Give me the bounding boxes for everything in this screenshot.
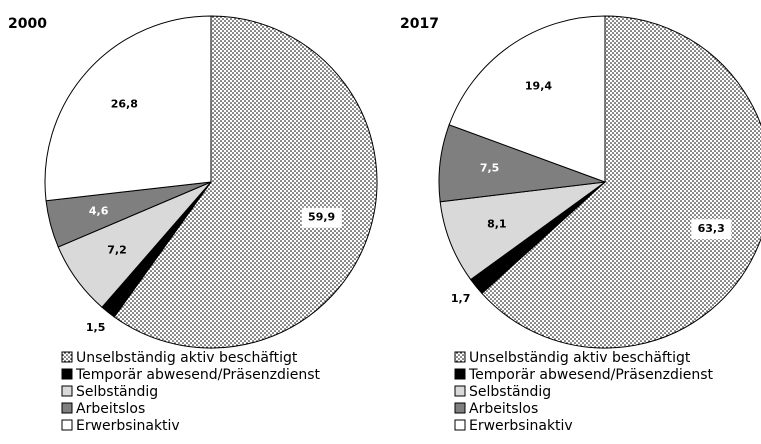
legend-swatch	[454, 419, 466, 431]
data-label: 59,9	[308, 211, 335, 224]
legend-swatch	[454, 385, 466, 397]
data-label: 1,5	[86, 321, 106, 334]
legend-swatch	[61, 419, 73, 431]
chart-title: 2017	[400, 16, 439, 32]
chart-title: 2000	[8, 16, 47, 32]
legend-label: Erwerbsinaktiv	[76, 418, 180, 434]
legend-label: Arbeitslos	[76, 401, 145, 417]
legend-label: Arbeitslos	[469, 401, 538, 417]
data-label: 7,2	[107, 243, 127, 256]
label-box	[301, 207, 342, 228]
legend-swatch	[61, 402, 73, 414]
legend-label: Temporär abwesend/Präsenzdienst	[468, 367, 714, 383]
legend-swatch	[61, 368, 73, 380]
pie-slice	[448, 15, 606, 183]
data-label: 26,8	[111, 98, 138, 111]
legend-swatch	[61, 385, 73, 397]
legend-swatch	[61, 351, 73, 363]
data-label: 1,7	[451, 292, 471, 305]
legend-swatch	[454, 368, 466, 380]
legend-label: Selbständig	[76, 384, 158, 400]
data-label: 19,4	[525, 80, 552, 93]
legend-label: Temporär abwesend/Präsenzdienst	[75, 367, 321, 383]
legend-label: Erwerbsinaktiv	[469, 418, 573, 434]
legend-swatch	[454, 351, 466, 363]
data-label: 7,5	[480, 162, 500, 175]
pie-slice	[44, 15, 212, 202]
data-label: 63,3	[698, 222, 725, 235]
data-label: 4,6	[89, 205, 109, 218]
label-box	[691, 219, 732, 240]
pie-slice	[113, 15, 378, 349]
legend-swatch	[454, 402, 466, 414]
pie-slice	[481, 15, 761, 349]
data-label: 8,1	[487, 217, 507, 230]
legend-label: Unselbständig aktiv beschäftigt	[469, 350, 691, 366]
legend-label: Unselbständig aktiv beschäftigt	[76, 350, 298, 366]
legend-label: Selbständig	[469, 384, 551, 400]
